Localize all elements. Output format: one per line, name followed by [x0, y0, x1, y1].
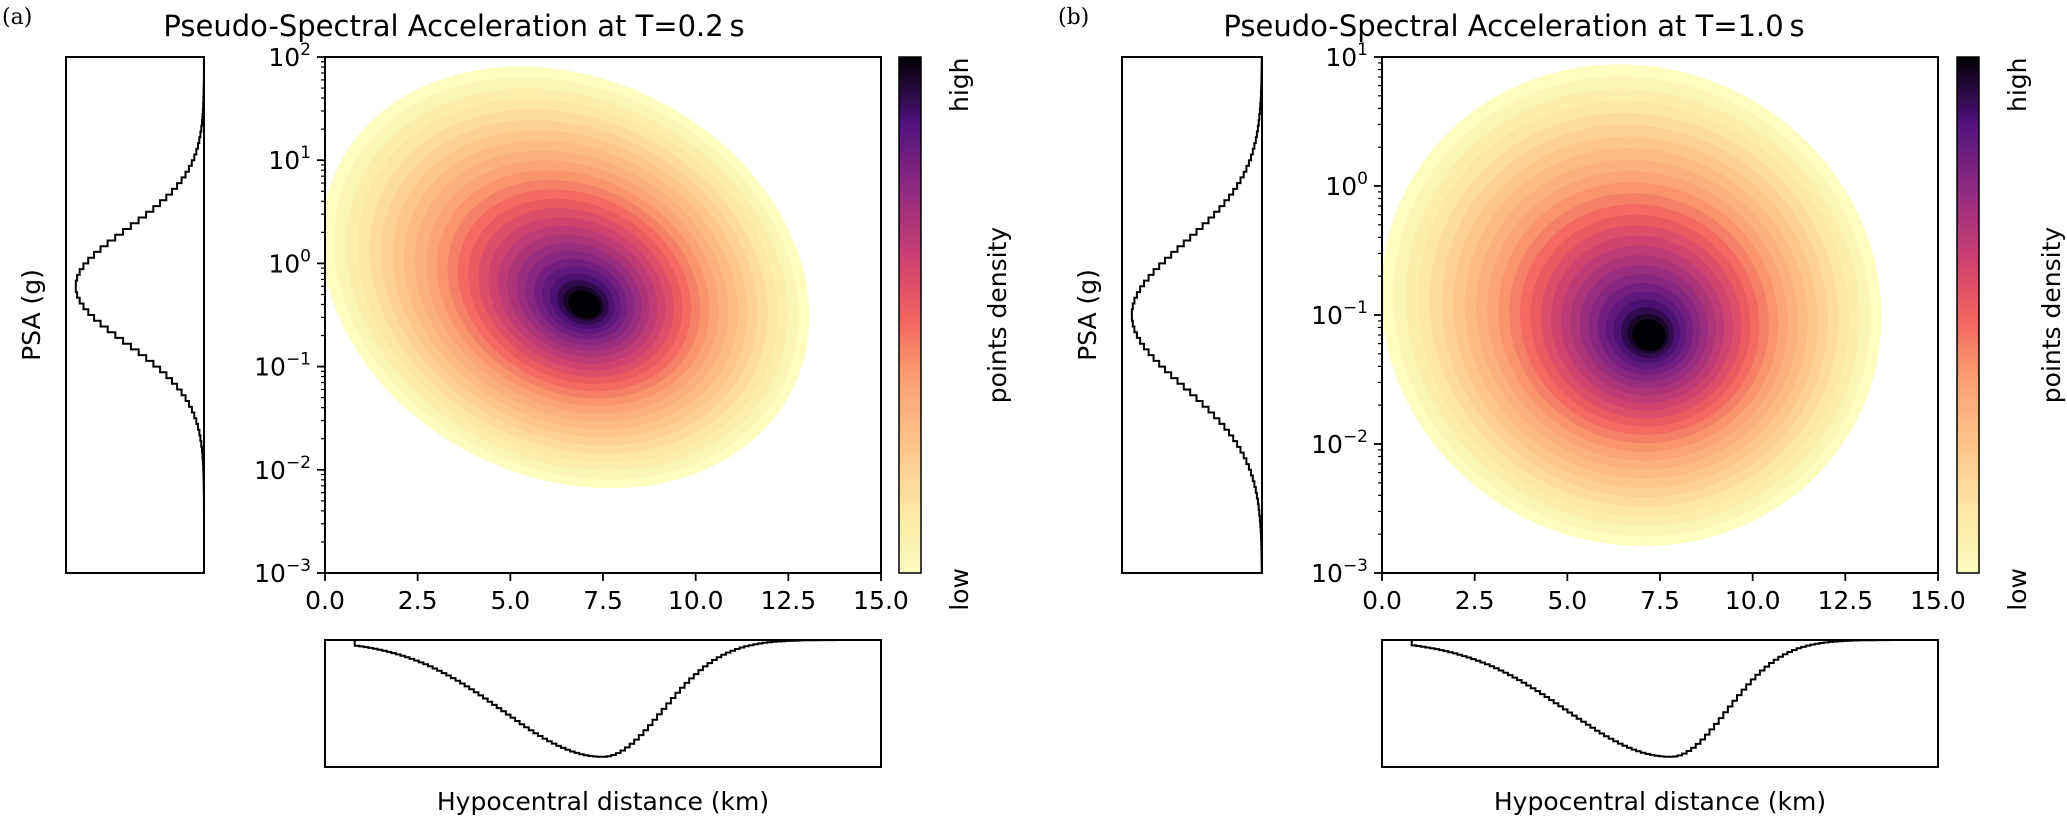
y-tick-label: 102 — [268, 40, 311, 72]
panel-a-colorbar-low-label: low — [945, 568, 974, 611]
x-tick-label: 0.0 — [305, 586, 345, 615]
panel-a-label: (a) — [2, 5, 32, 30]
y-tick-label: 10−2 — [254, 453, 311, 485]
panel-a-ylabel: PSA (g) — [17, 269, 46, 361]
panel-a-heatmap-axes: 0.0 2.5 5.0 7.5 10.0 12.5 15.0 10−3 10−2 10−1 100 1… — [254, 40, 909, 615]
y-tick-label: 100 — [1325, 169, 1368, 201]
panel-a-marginal-x-histogram — [325, 639, 881, 758]
panel-b-marginal-y-histogram — [1130, 57, 1263, 574]
density-contour — [568, 290, 601, 319]
panel-b-label: (b) — [1058, 5, 1089, 30]
x-tick-label: 5.0 — [490, 586, 530, 615]
panel-a-colorbar-label: points density — [983, 227, 1012, 404]
panel-b-colorbar-label: points density — [2037, 227, 2066, 404]
x-tick-label: 5.0 — [1547, 586, 1587, 615]
x-tick-label: 12.5 — [760, 586, 816, 615]
x-tick-label: 15.0 — [853, 586, 909, 615]
panel-a-colorbar-frame — [898, 56, 922, 574]
y-tick-label: 101 — [1325, 40, 1368, 72]
y-tick-label: 10−3 — [1311, 556, 1368, 588]
x-tick-label: 7.5 — [583, 586, 623, 615]
panel-b-colorbar — [1957, 57, 1979, 573]
panel-a-marginal-x-frame — [324, 639, 882, 768]
panel-b-marginal-x-histogram — [1382, 639, 1938, 758]
x-tick-label: 10.0 — [668, 586, 724, 615]
panel-b-xlabel: Hypocentral distance (km) — [1494, 787, 1826, 816]
panel-a-colorbar-high-label: high — [945, 57, 974, 112]
panel-a-title: Pseudo-Spectral Acceleration at T=0.2 s — [163, 9, 744, 43]
density-cloud — [325, 66, 810, 489]
panel-b-heatmap-axes: 0.0 2.5 5.0 7.5 10.0 12.5 15.0 10−3 10−2 10−1 100 1… — [1311, 40, 1966, 615]
panel-b-marginal-y-frame — [1121, 56, 1263, 574]
panel-a-marginal-y-histogram — [74, 57, 205, 573]
panel-a-xlabel: Hypocentral distance (km) — [437, 787, 769, 816]
y-tick-label: 100 — [268, 246, 311, 278]
panel-a-marginal-y-frame — [65, 56, 205, 574]
x-tick-label: 0.0 — [1362, 586, 1402, 615]
panel-b-ylabel: PSA (g) — [1073, 269, 1102, 361]
x-tick-label: 12.5 — [1817, 586, 1873, 615]
y-tick-label: 10−1 — [1311, 298, 1368, 330]
panel-b-colorbar-frame — [1956, 56, 1980, 574]
panel-a: (a) Pseudo-Spectral Acceleration at T=0.… — [2, 5, 1012, 816]
x-tick-label: 10.0 — [1725, 586, 1781, 615]
density-contour — [1632, 318, 1666, 352]
x-tick-label: 2.5 — [1455, 586, 1495, 615]
x-tick-label: 2.5 — [398, 586, 438, 615]
y-tick-label: 101 — [268, 143, 311, 175]
y-tick-label: 10−3 — [254, 556, 311, 588]
y-tick-label: 10−1 — [254, 350, 311, 382]
panel-b-colorbar-high-label: high — [2003, 57, 2032, 112]
panel-b-colorbar-low-label: low — [2003, 568, 2032, 611]
panel-a-colorbar — [899, 57, 921, 573]
panel-b: (b) Pseudo-Spectral Acceleration at T=1.… — [1058, 5, 2066, 816]
x-tick-label: 7.5 — [1640, 586, 1680, 615]
x-tick-label: 15.0 — [1910, 586, 1966, 615]
y-tick-label: 10−2 — [1311, 427, 1368, 459]
panel-b-marginal-x-frame — [1381, 639, 1939, 768]
panel-b-title: Pseudo-Spectral Acceleration at T=1.0 s — [1223, 9, 1804, 43]
density-cloud — [1382, 64, 1882, 547]
